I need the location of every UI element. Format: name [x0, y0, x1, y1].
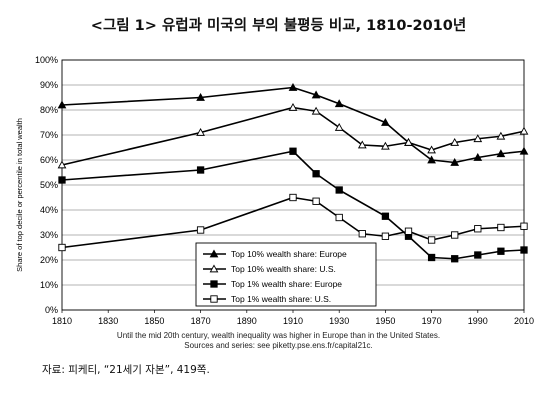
data-point: [427, 236, 436, 244]
data-point: [381, 212, 390, 220]
series-3: [58, 147, 528, 263]
data-point: [519, 126, 529, 135]
legend-entry: Top 10% wealth share: U.S.: [203, 264, 336, 274]
data-point: [520, 246, 528, 254]
data-point: [334, 122, 344, 131]
data-point: [427, 253, 436, 262]
data-point: [474, 225, 482, 233]
data-point: [497, 247, 505, 255]
series-line: [61, 86, 525, 164]
data-point: [334, 99, 344, 108]
chart-note: Until the mid 20th century, wealth inequ…: [116, 331, 441, 340]
y-tick-label: 40%: [40, 205, 58, 215]
data-point: [450, 157, 460, 166]
data-point: [381, 117, 390, 126]
series-2: [57, 102, 529, 169]
x-tick-label: 2010: [514, 316, 534, 326]
series-line: [61, 196, 525, 249]
data-point: [58, 243, 66, 252]
legend-marker: [209, 249, 219, 258]
data-point: [311, 90, 321, 99]
legend-label: Top 10% wealth share: Europe: [231, 249, 347, 259]
data-point: [288, 102, 298, 111]
data-point: [196, 226, 205, 234]
data-point: [427, 155, 436, 164]
legend-marker: [209, 264, 219, 273]
data-point: [381, 232, 390, 240]
figure-source: 자료: 피케티, “21세기 자본”, 419쪽.: [42, 364, 210, 376]
data-point: [289, 147, 297, 155]
data-point: [358, 230, 366, 238]
y-tick-label: 20%: [40, 255, 58, 265]
data-point: [57, 160, 67, 169]
x-tick-label: 1810: [52, 316, 72, 326]
data-point: [451, 231, 459, 239]
data-point: [496, 149, 506, 158]
data-point: [196, 166, 205, 174]
y-tick-label: 10%: [40, 280, 58, 290]
y-tick-label: 50%: [40, 180, 58, 190]
figure-title: <그림 1> 유럽과 미국의 부의 불평등 비교, 1810-2010년: [90, 18, 467, 34]
data-point: [427, 145, 436, 154]
data-point: [404, 137, 413, 146]
data-point: [520, 222, 528, 230]
legend: Top 10% wealth share: Europe Top 10% weal…: [195, 242, 377, 307]
legend-entry: Top 10% wealth share: Europe: [203, 249, 347, 259]
data-point: [450, 137, 460, 146]
series-group: [57, 82, 529, 263]
x-tick-label: 1970: [422, 316, 442, 326]
legend-label: Top 1% wealth share: U.S.: [231, 294, 331, 304]
data-point: [288, 82, 298, 91]
data-point: [473, 134, 483, 143]
data-point: [196, 92, 205, 101]
legend-entry: Top 1% wealth share: Europe: [203, 279, 342, 289]
y-tick-label: 80%: [40, 105, 58, 115]
data-point: [335, 186, 343, 194]
axes: 0% 10% 20% 30% 40% 50% 60% 70% 80% 90% 100% 1810 183…: [15, 55, 534, 326]
chart-source-note: Sources and series: see piketty.pse.ens.…: [184, 341, 373, 350]
series-4: [58, 193, 528, 252]
x-tick-label: 1830: [98, 316, 118, 326]
data-point: [289, 193, 297, 202]
legend-marker: [210, 295, 218, 303]
plot-frame: [61, 59, 525, 311]
y-tick-label: 100%: [35, 55, 58, 65]
data-point: [335, 213, 343, 222]
data-point: [196, 127, 205, 136]
data-point: [357, 140, 367, 149]
data-point: [58, 176, 66, 184]
data-point: [473, 152, 483, 161]
y-tick-label: 60%: [40, 155, 58, 165]
x-tick-label: 1850: [144, 316, 164, 326]
data-point: [497, 223, 505, 232]
data-point: [311, 106, 321, 115]
legend-entry: Top 1% wealth share: U.S.: [203, 294, 331, 304]
data-point: [57, 100, 67, 109]
data-point: [312, 170, 320, 178]
x-tick-label: 1950: [375, 316, 395, 326]
legend-label: Top 10% wealth share: U.S.: [231, 264, 336, 274]
y-tick-label: 30%: [40, 230, 58, 240]
legend-marker: [210, 280, 218, 288]
x-tick-label: 1990: [468, 316, 488, 326]
data-point: [519, 146, 529, 155]
x-tick-label: 1870: [191, 316, 211, 326]
data-point: [381, 141, 390, 150]
y-tick-label: 70%: [40, 130, 58, 140]
legend-label: Top 1% wealth share: Europe: [231, 279, 342, 289]
data-point: [404, 227, 413, 235]
series-line: [61, 106, 525, 166]
y-tick-label: 90%: [40, 80, 58, 90]
y-tick-label: 0%: [45, 305, 58, 315]
x-tick-label: 1890: [237, 316, 257, 326]
series-line: [61, 150, 525, 260]
data-point: [451, 255, 459, 263]
y-axis-label: Share of top decile or percentile in tot…: [15, 118, 24, 272]
data-point: [312, 197, 320, 205]
x-tick-label: 1930: [329, 316, 349, 326]
data-point: [474, 251, 482, 259]
x-tick-label: 1910: [283, 316, 303, 326]
data-point: [496, 131, 506, 140]
